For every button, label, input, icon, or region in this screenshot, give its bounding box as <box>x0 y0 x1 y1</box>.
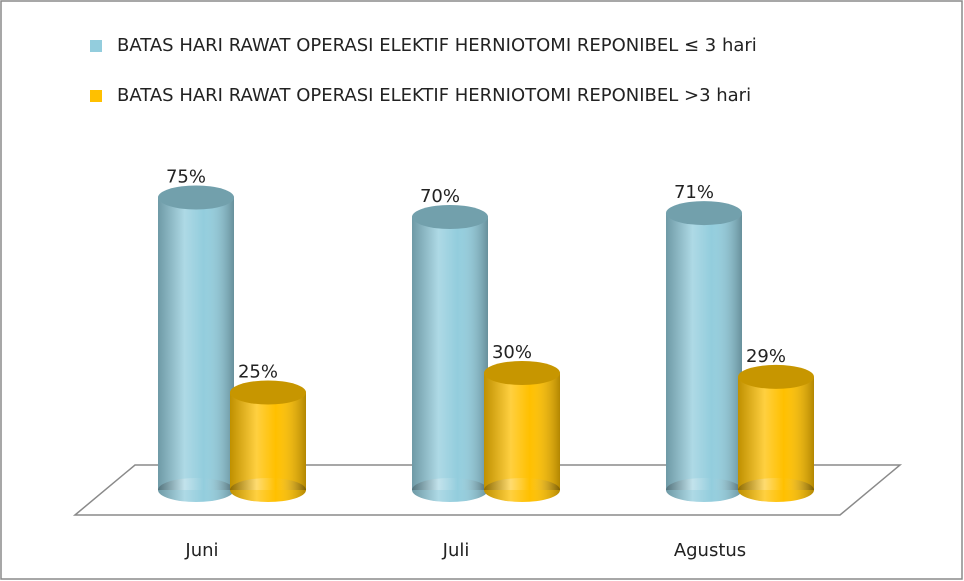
bar-body-shade <box>230 392 306 490</box>
bar-body-shade <box>666 213 742 490</box>
value-label: 25% <box>238 362 278 383</box>
bar-top-shade <box>484 361 560 385</box>
bar-top-shade <box>738 364 814 389</box>
legend-label: BATAS HARI RAWAT OPERASI ELEKTIF HERNIOT… <box>117 35 757 56</box>
bar-body-shade <box>158 197 234 490</box>
value-label: 71% <box>674 182 714 203</box>
value-label: 29% <box>746 346 786 367</box>
bar-top <box>230 380 306 405</box>
bar-body-shade <box>484 373 560 490</box>
bar-top <box>484 361 560 385</box>
value-label: 70% <box>420 186 460 207</box>
value-label: 75% <box>166 167 206 188</box>
legend-swatch <box>90 40 102 52</box>
bar-top-shade <box>158 185 234 210</box>
x-tick-label: Juni <box>184 540 218 561</box>
bar-body-shade <box>738 376 814 490</box>
bar-top <box>666 201 742 226</box>
bar-top-shade <box>666 201 742 226</box>
bar-top <box>738 364 814 389</box>
legend-label: BATAS HARI RAWAT OPERASI ELEKTIF HERNIOT… <box>117 85 751 106</box>
x-tick-label: Agustus <box>674 540 746 561</box>
legend-swatch <box>90 90 102 102</box>
bar-top-shade <box>412 205 488 229</box>
bar-top <box>158 185 234 210</box>
bar-top-shade <box>230 380 306 405</box>
bar-top <box>412 205 488 229</box>
x-tick-label: Juli <box>442 540 470 561</box>
bar-body-shade <box>412 217 488 490</box>
value-label: 30% <box>492 342 532 363</box>
